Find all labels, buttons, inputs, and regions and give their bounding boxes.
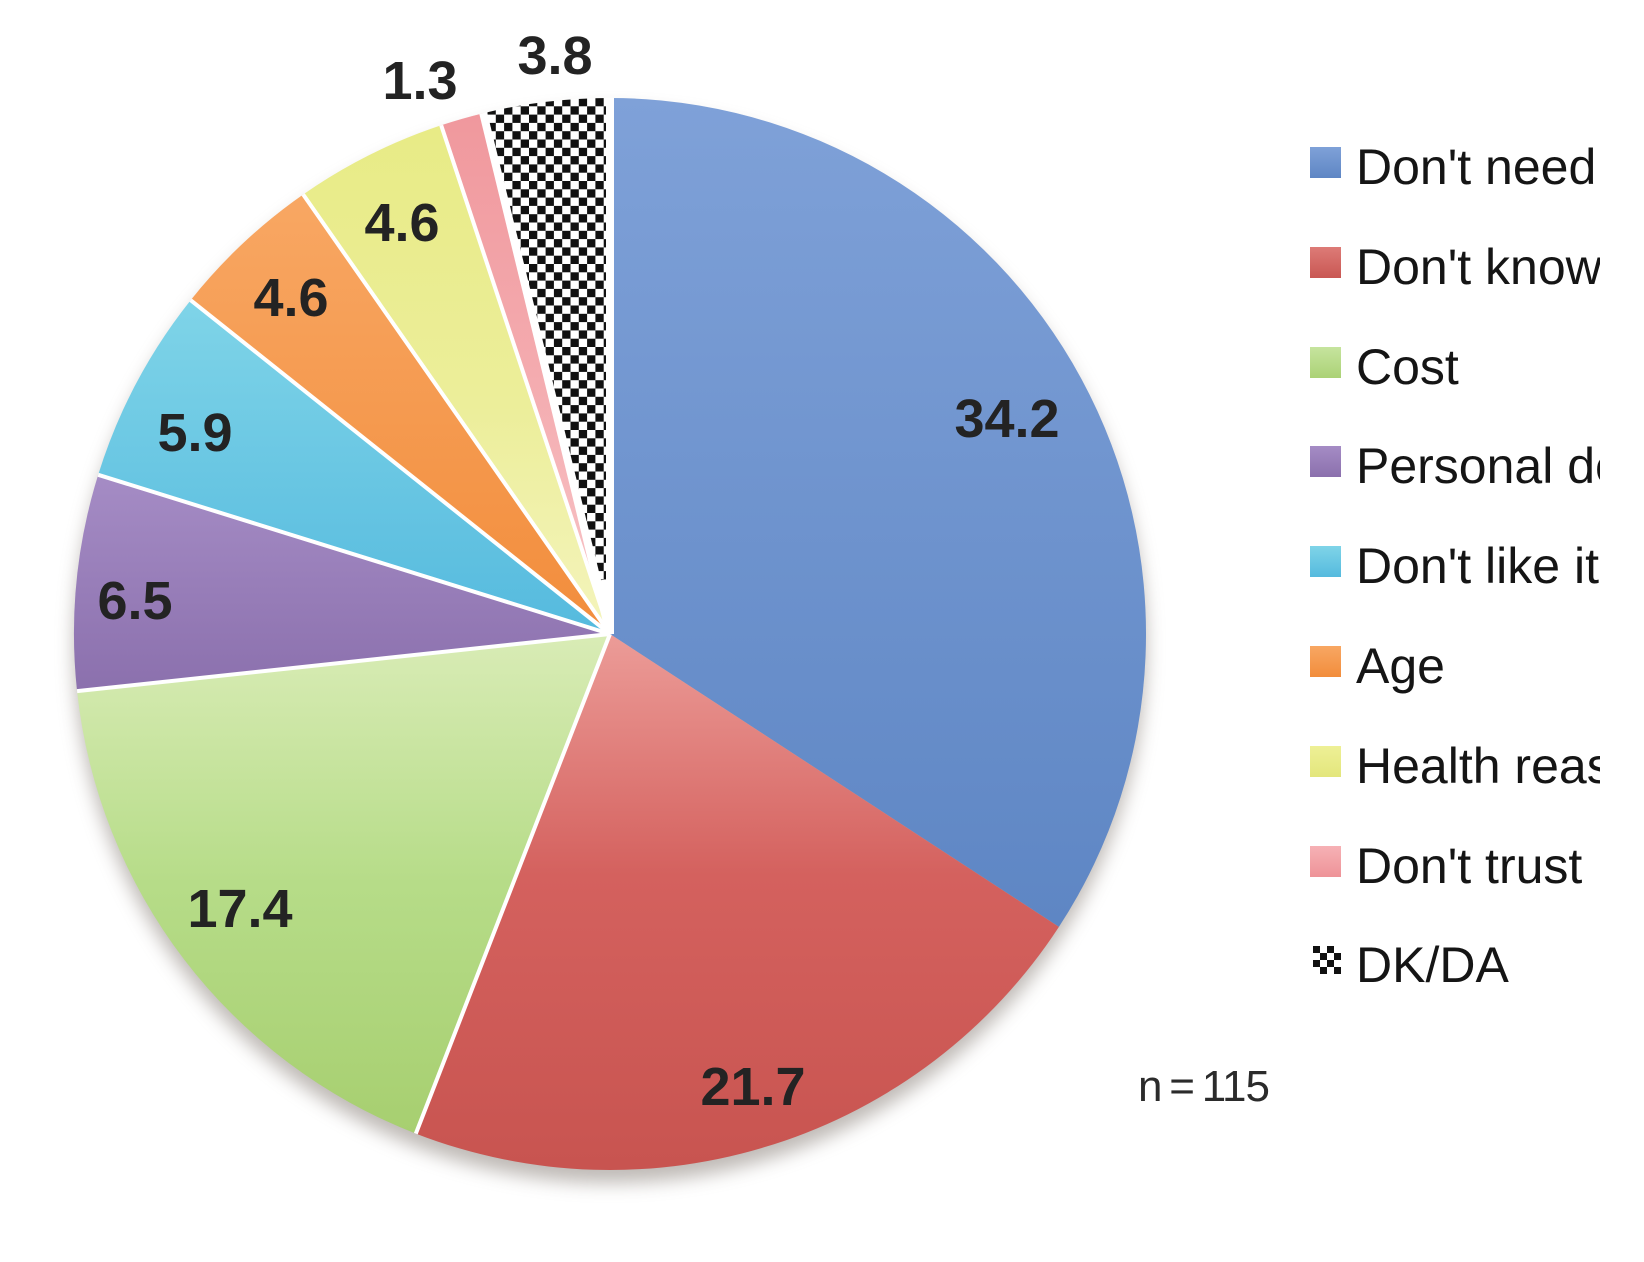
svg-text:3.8: 3.8 [517,26,592,86]
svg-text:4.6: 4.6 [364,193,439,253]
svg-text:6.5: 6.5 [97,571,172,631]
svg-text:5.9: 5.9 [157,403,232,463]
svg-text:34.2: 34.2 [954,389,1059,449]
svg-text:17.4: 17.4 [187,879,292,939]
svg-text:21.7: 21.7 [700,1057,805,1117]
svg-text:1.3: 1.3 [382,51,457,111]
svg-text:4.6: 4.6 [253,268,328,328]
